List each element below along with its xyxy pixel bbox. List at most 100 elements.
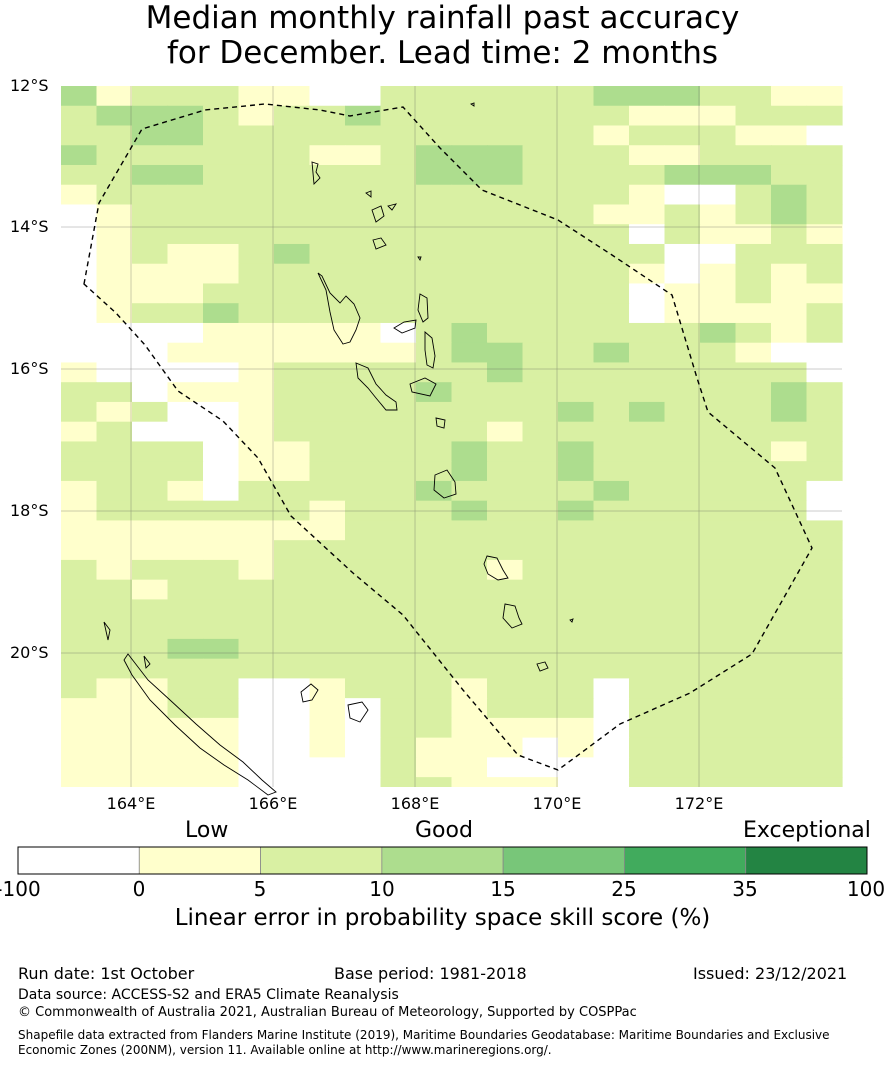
grid-cell (167, 777, 204, 787)
skill-grid (61, 86, 843, 787)
grid-cell (274, 243, 311, 265)
grid-cell (771, 105, 808, 127)
grid-cell (309, 737, 346, 758)
grid-cell (274, 283, 311, 304)
grid-cell (416, 717, 453, 739)
grid-cell (593, 441, 630, 462)
grid-cell (700, 283, 737, 304)
grid-cell (487, 204, 524, 225)
grid-cell (203, 599, 240, 620)
grid-cell (345, 599, 382, 620)
grid-cell (380, 559, 417, 581)
grid-cell (806, 145, 843, 166)
grid-cell (380, 737, 417, 758)
grid-cell (345, 678, 382, 699)
grid-cell (735, 243, 772, 265)
shapefile-credit: Shapefile data extracted from Flanders M… (18, 1028, 830, 1057)
grid-cell (735, 461, 772, 482)
grid-cell (629, 599, 666, 620)
grid-cell (238, 105, 275, 127)
grid-cell (61, 263, 98, 285)
grid-cell (593, 224, 630, 245)
grid-cell (167, 579, 204, 601)
grid-cell (771, 678, 808, 699)
cbar-tick: 25 (611, 877, 637, 901)
grid-cell (593, 322, 630, 344)
grid-cell (558, 184, 595, 206)
grid-cell (629, 421, 666, 443)
grid-cell (345, 401, 382, 423)
grid-cell (416, 520, 453, 541)
grid-cell (558, 382, 595, 403)
grid-cell (806, 164, 843, 186)
grid-cell (345, 224, 382, 245)
grid-cell (558, 145, 595, 166)
grid-cell (806, 263, 843, 285)
grid-cell (558, 164, 595, 186)
grid-cell (203, 145, 240, 166)
grid-cell (96, 105, 133, 127)
grid-cell (132, 322, 169, 344)
grid-cell (380, 164, 417, 186)
grid-cell (416, 401, 453, 423)
torres-islands (417, 102, 574, 623)
grid-cell (664, 342, 701, 364)
grid-cell (522, 717, 559, 739)
grid-cell (309, 638, 346, 660)
grid-cell (771, 243, 808, 265)
grid-cell (132, 263, 169, 285)
grid-cell (380, 322, 417, 344)
grid-cell (629, 105, 666, 127)
colorbar-swatch (381, 846, 504, 875)
grid-cell (522, 599, 559, 620)
grid-cell (167, 619, 204, 640)
grid-cell (416, 441, 453, 462)
grid-cell (593, 461, 630, 482)
grid-cell (451, 86, 488, 107)
grid-cell (345, 184, 382, 206)
pentecost-island (424, 331, 436, 369)
grid-cell (274, 638, 311, 660)
grid-cell (664, 559, 701, 581)
grid-cell (274, 145, 311, 166)
grid-cell (451, 283, 488, 304)
grid-cell (309, 777, 346, 787)
colorbar-frame (17, 846, 868, 875)
grid-cell (487, 757, 524, 778)
grid-cell (132, 164, 169, 186)
grid-cell (61, 105, 98, 127)
grid-cell (593, 125, 630, 146)
grid-cell (274, 125, 311, 146)
grid-cell (735, 619, 772, 640)
grid-cell (451, 777, 488, 787)
grid-cell (735, 757, 772, 778)
grid-cell (451, 263, 488, 285)
grid-cell (416, 678, 453, 699)
grid-cell (61, 777, 98, 787)
grid-cell (735, 480, 772, 502)
grid-cell (522, 303, 559, 324)
grid-cell (203, 757, 240, 778)
grid-cell (96, 599, 133, 620)
grid-cell (700, 461, 737, 482)
grid-cell (664, 401, 701, 423)
grid-cell (345, 86, 382, 107)
grid-cell (380, 224, 417, 245)
grid-cell (629, 164, 666, 186)
grid-cell (664, 125, 701, 146)
grid-cell (700, 678, 737, 699)
grid-cell (771, 520, 808, 541)
grid-cell (558, 342, 595, 364)
grid-cell (664, 145, 701, 166)
grid-cell (700, 145, 737, 166)
grid-cell (522, 105, 559, 127)
grid-cell (309, 86, 346, 107)
grid-cell (593, 145, 630, 166)
grid-cell (487, 184, 524, 206)
grid-cell (629, 737, 666, 758)
grid-cell (700, 421, 737, 443)
grid-cell (735, 559, 772, 581)
grid-cell (345, 421, 382, 443)
grid-cell (522, 520, 559, 541)
malekula-island (355, 362, 398, 411)
